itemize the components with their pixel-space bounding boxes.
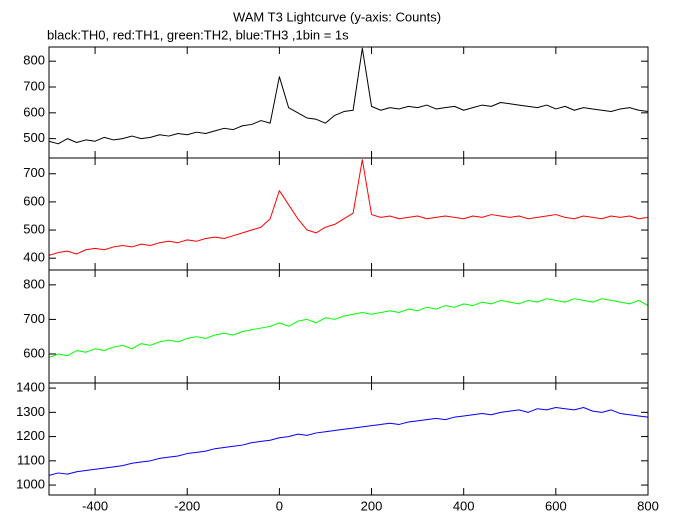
- x-tick-label: -400: [82, 498, 108, 513]
- y-tick-label: 600: [23, 193, 45, 208]
- lightcurve: [48, 406, 649, 476]
- x-tick-label: -200: [174, 498, 200, 513]
- panel-frame: [48, 157, 649, 271]
- lightcurve: [48, 159, 649, 256]
- y-tick-label: 700: [23, 165, 45, 180]
- y-tick-label: 800: [23, 276, 45, 291]
- y-tick-label: 600: [23, 104, 45, 119]
- y-tick-label: 700: [23, 78, 45, 93]
- y-tick-label: 500: [23, 221, 45, 236]
- y-tick-label: 400: [23, 250, 45, 265]
- x-tick-label: 600: [545, 498, 567, 513]
- x-tick-label: 400: [453, 498, 475, 513]
- y-tick-label: 1100: [17, 452, 45, 467]
- y-tick-label: 1300: [16, 404, 45, 419]
- panel-frame: [48, 382, 649, 496]
- chart-title: WAM T3 Lightcurve (y-axis: Counts): [233, 9, 441, 24]
- y-tick-label: 600: [23, 345, 45, 360]
- y-tick-label: 700: [23, 311, 45, 326]
- panel-frame: [48, 269, 649, 384]
- x-tick-label: 200: [361, 498, 383, 513]
- y-tick-label: 1000: [16, 476, 45, 491]
- x-tick-label: 800: [637, 498, 659, 513]
- lightcurve: [48, 298, 649, 358]
- chart-subtitle: black:TH0, red:TH1, green:TH2, blue:TH3 …: [47, 27, 349, 42]
- y-tick-label: 1400: [16, 380, 45, 395]
- lightcurve: [48, 47, 649, 145]
- x-tick-label: 0: [276, 498, 283, 513]
- y-tick-label: 500: [23, 130, 45, 145]
- y-tick-label: 800: [23, 53, 45, 68]
- panel-frame: [48, 46, 649, 159]
- y-tick-label: 1200: [16, 428, 45, 443]
